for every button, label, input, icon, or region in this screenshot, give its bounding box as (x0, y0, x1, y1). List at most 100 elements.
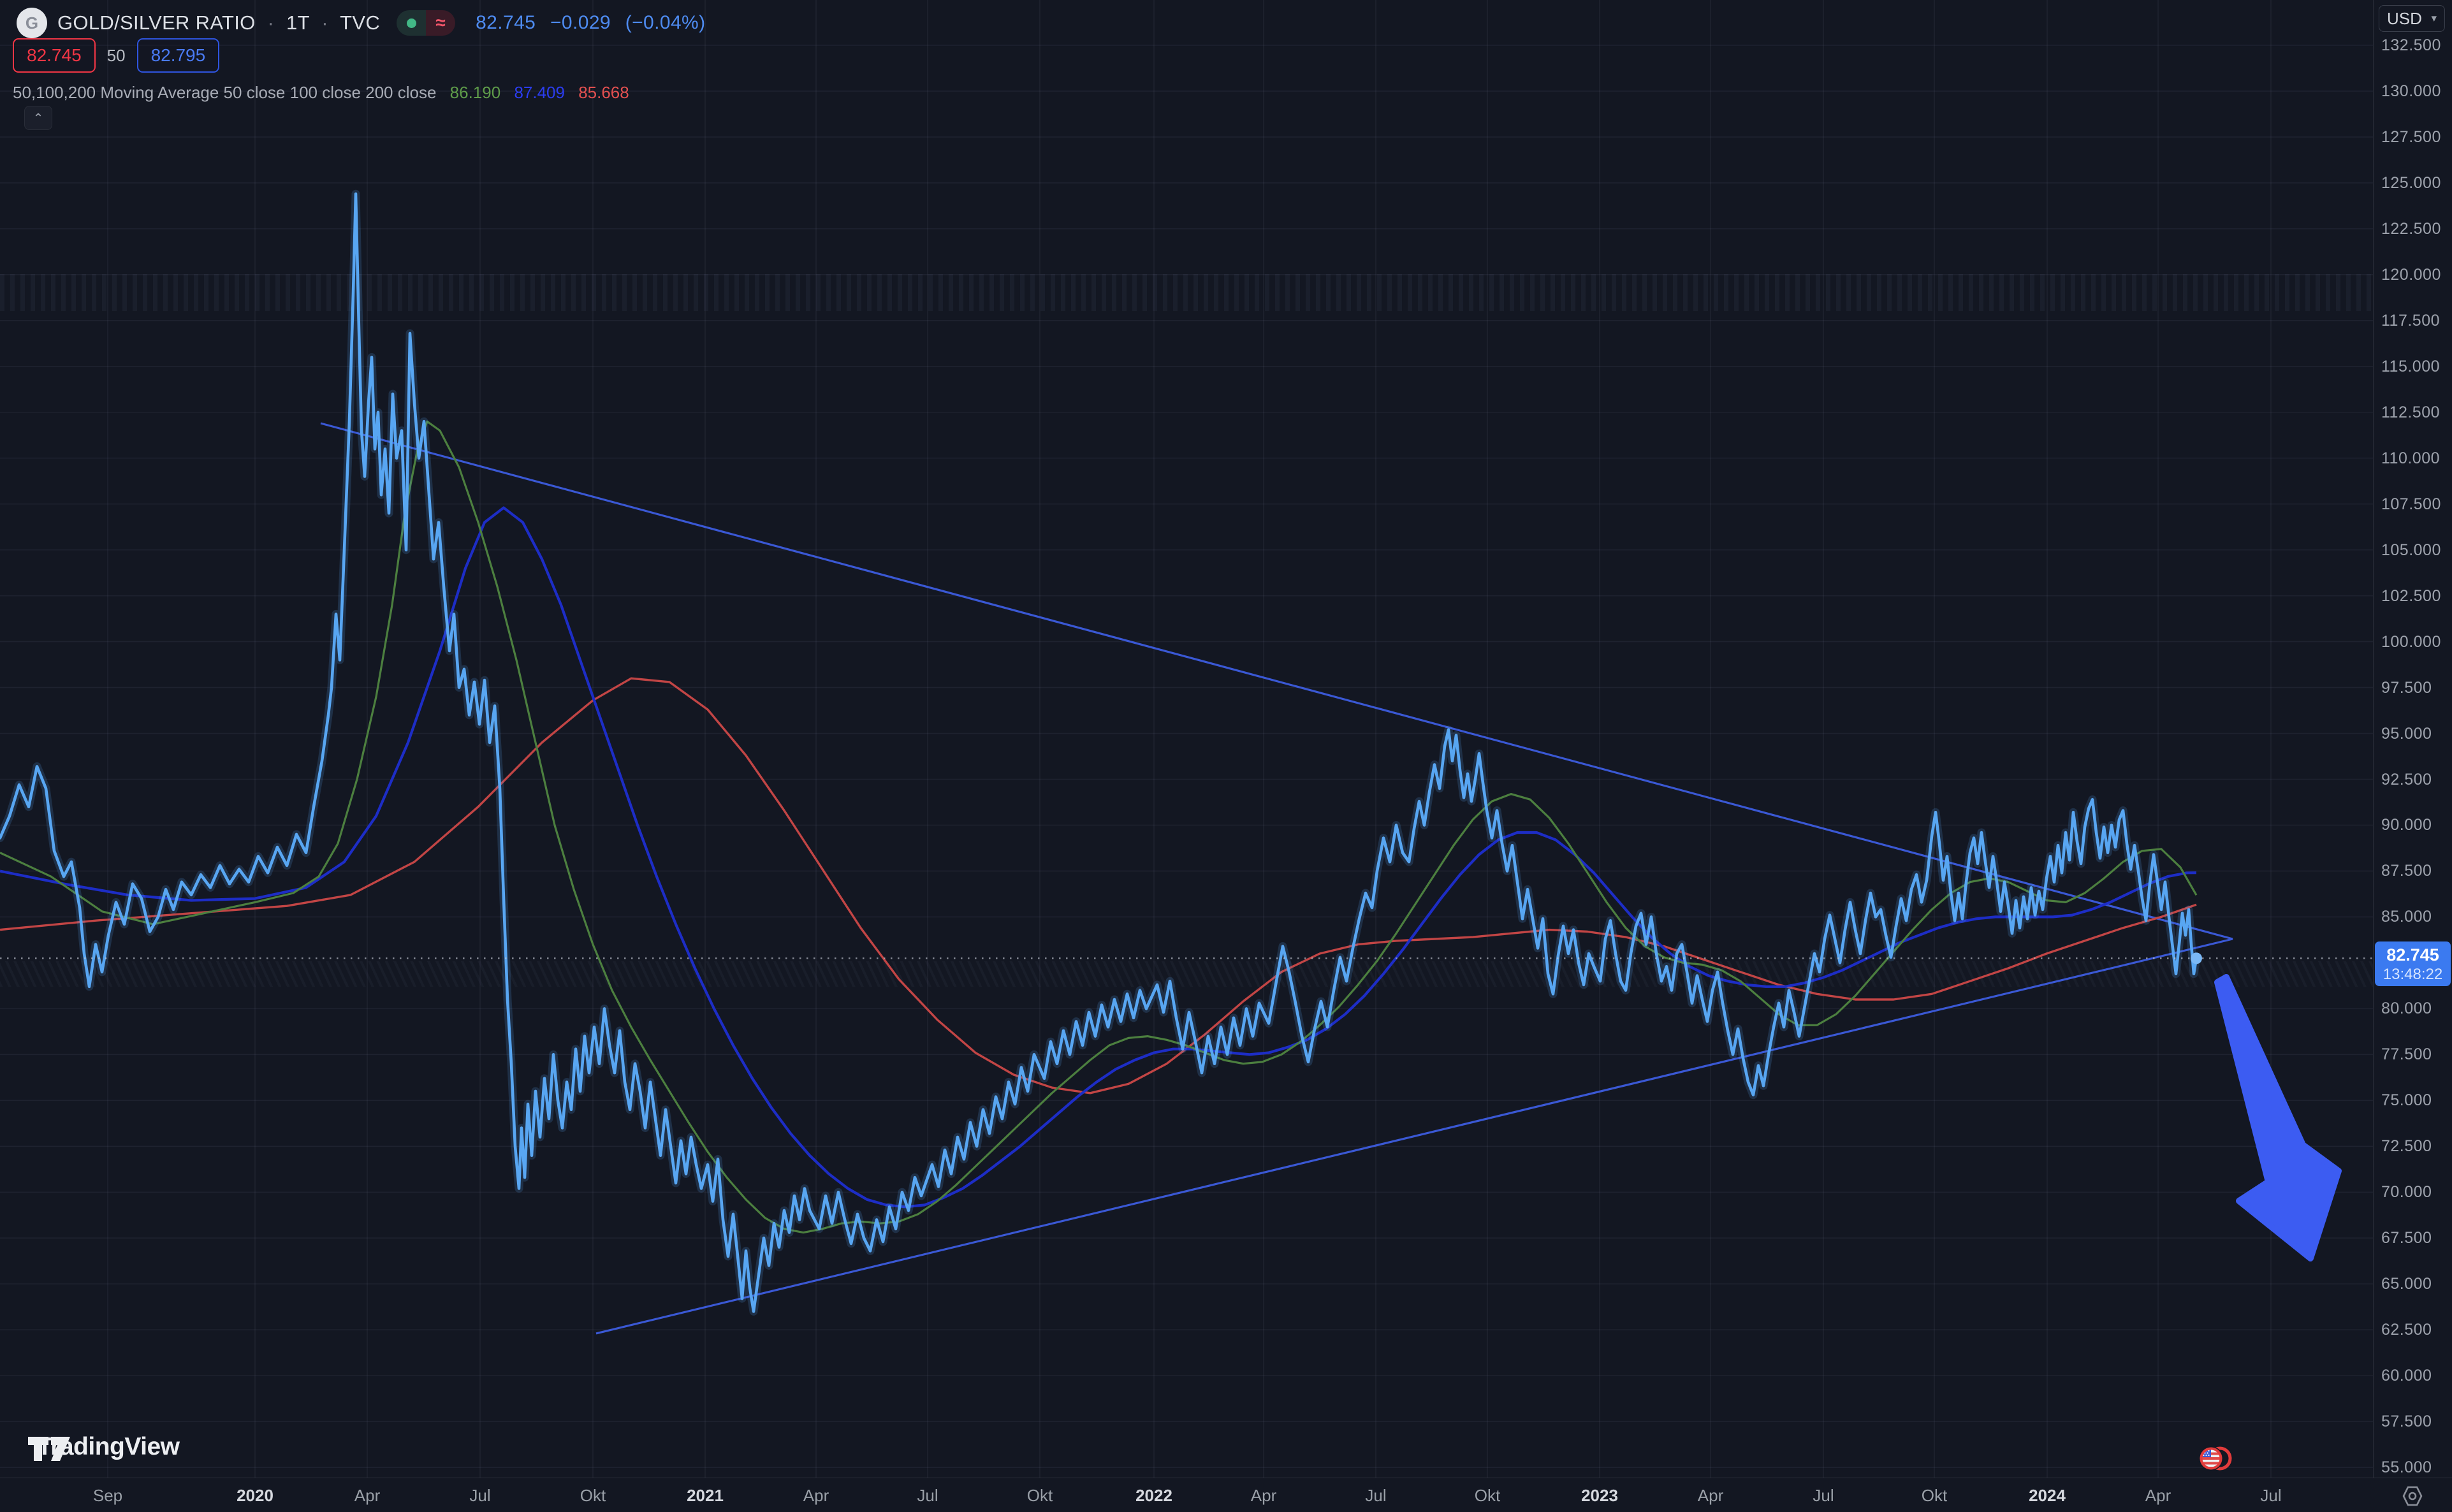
symbol-logo-avatar[interactable]: G (17, 8, 47, 38)
time-axis-month-label: Jul (1813, 1486, 1834, 1505)
chart-plot-area[interactable]: TradingView (0, 0, 2373, 1478)
ma200-value: 85.668 (578, 83, 629, 102)
time-axis-month-label: Apr (354, 1486, 381, 1505)
ma50-value: 86.190 (449, 83, 501, 102)
price-axis-label: 132.500 (2381, 36, 2441, 54)
ma-200-line[interactable] (0, 677, 2197, 1094)
price-axis-label: 80.000 (2381, 1000, 2432, 1018)
time-axis-month-label: Okt (1921, 1486, 1948, 1505)
market-open-icon[interactable] (397, 10, 427, 36)
price-axis-label: 130.000 (2381, 82, 2441, 100)
price-axis-label: 70.000 (2381, 1183, 2432, 1202)
time-axis-month-label: Apr (803, 1486, 829, 1505)
ma-50-line[interactable] (0, 420, 2198, 1234)
price-axis-label: 65.000 (2381, 1275, 2432, 1293)
price-axis-label: 100.000 (2381, 632, 2441, 651)
price-axis-label: 75.000 (2381, 1091, 2432, 1110)
price-axis-label: 120.000 (2381, 265, 2441, 284)
chevron-up-icon: ⌃ (33, 111, 44, 126)
price-axis-label: 107.500 (2381, 495, 2441, 513)
price-chart-canvas[interactable] (0, 0, 2373, 1478)
symbol-title[interactable]: GOLD/SILVER RATIO · 1T · TVC (57, 11, 380, 34)
last-price-value: 82.745 (476, 12, 536, 33)
buy-price-button[interactable]: 82.795 (136, 38, 220, 73)
price-axis-label: 67.500 (2381, 1229, 2432, 1247)
last-price-axis-label: 82.745 13:48:22 (2375, 941, 2451, 987)
time-axis-month-label: Apr (1697, 1486, 1724, 1505)
time-axis-month-label: Apr (1250, 1486, 1277, 1505)
separator-dot: · (321, 11, 328, 34)
price-axis-label: 87.500 (2381, 862, 2432, 880)
price-change-percent: (−0.04%) (625, 12, 706, 33)
symbol-name[interactable]: GOLD/SILVER RATIO (57, 11, 256, 34)
time-axis-year-label: 2024 (2029, 1486, 2066, 1505)
price-axis-label: 57.500 (2381, 1413, 2432, 1431)
sell-price-button[interactable]: 82.745 (13, 38, 96, 73)
price-axis-label: 125.000 (2381, 173, 2441, 192)
chevron-down-icon: ▾ (2431, 12, 2437, 24)
price-axis-label: 60.000 (2381, 1367, 2432, 1385)
bar-countdown: 13:48:22 (2383, 966, 2443, 984)
time-axis-month-label: Apr (2145, 1486, 2171, 1505)
indicator-legend-row[interactable]: 50,100,200 Moving Average 50 close 100 c… (13, 83, 629, 103)
price-axis-label: 85.000 (2381, 908, 2432, 926)
delayed-data-icon[interactable]: ≈ (426, 10, 456, 36)
price-axis-label: 110.000 (2381, 449, 2441, 467)
price-scale-axis[interactable]: USD ▾ 132.500 130.000 127.500 125.000 122.50… (2373, 0, 2452, 1478)
price-axis-label: 62.500 (2381, 1321, 2432, 1339)
time-axis-year-label: 2023 (1581, 1486, 1618, 1505)
time-axis-year-label: 2021 (687, 1486, 724, 1505)
indicator-label[interactable]: 50,100,200 Moving Average 50 close 100 c… (13, 83, 437, 102)
tradingview-logo[interactable]: TradingView (27, 1433, 180, 1461)
price-axis-label: 77.500 (2381, 1045, 2432, 1064)
bid-ask-row: 82.745 50 82.795 (13, 38, 220, 73)
time-axis-year-label: 2022 (1135, 1486, 1172, 1505)
down-arrow-annotation[interactable] (2214, 974, 2342, 1261)
price-axis-label: 72.500 (2381, 1137, 2432, 1156)
market-status-pill[interactable]: ≈ (397, 10, 456, 36)
price-axis-label: 127.500 (2381, 127, 2441, 146)
time-axis-month-label: Jul (1365, 1486, 1387, 1505)
time-axis-year-label: 2020 (237, 1486, 274, 1505)
collapse-legend-button[interactable]: ⌃ (24, 106, 52, 130)
price-line[interactable] (0, 192, 2198, 1313)
price-change: −0.029 (550, 12, 611, 33)
economic-event-flag-icon[interactable] (2194, 1441, 2238, 1476)
price-axis-label: 55.000 (2381, 1458, 2432, 1477)
timeframe-label[interactable]: 1T (286, 11, 310, 34)
price-axis-label: 122.500 (2381, 219, 2441, 238)
price-axis-label: 92.500 (2381, 770, 2432, 789)
ma100-value: 87.409 (514, 83, 565, 102)
price-axis-label: 117.500 (2381, 311, 2441, 330)
time-axis-month-label: Sep (92, 1486, 123, 1505)
currency-dropdown[interactable]: USD ▾ (2379, 5, 2445, 32)
price-axis-label: 115.000 (2381, 357, 2441, 375)
price-axis-label: 105.000 (2381, 541, 2441, 559)
time-axis-month-label: Jul (469, 1486, 491, 1505)
time-axis-month-label: Okt (580, 1486, 606, 1505)
price-axis-label: 95.000 (2381, 724, 2432, 743)
ma-100-line[interactable] (0, 506, 2197, 1209)
exchange-label: TVC (340, 11, 381, 34)
scale-settings-icon[interactable] (2398, 1482, 2426, 1510)
separator-dot: · (267, 11, 275, 34)
last-price-block: 82.745 −0.029 (−0.04%) (476, 12, 714, 34)
price-axis-label: 90.000 (2381, 816, 2432, 834)
time-axis-month-label: Jul (917, 1486, 938, 1505)
time-axis-month-label: Jul (2260, 1486, 2282, 1505)
tradingview-logo-icon (28, 1437, 70, 1461)
price-axis-label: 97.500 (2381, 678, 2432, 697)
time-axis-month-label: Okt (1026, 1486, 1053, 1505)
spread-value: 50 (106, 45, 126, 65)
time-axis-month-label: Okt (1474, 1486, 1501, 1505)
price-axis-label: 102.500 (2381, 586, 2441, 605)
symbol-title-row: G GOLD/SILVER RATIO · 1T · TVC ≈ 82.745 … (17, 8, 715, 38)
trendline-ascending-support[interactable] (595, 938, 2233, 1335)
price-axis-label: 112.500 (2381, 403, 2441, 421)
time-scale-axis[interactable]: Sep 2020 Apr Jul Okt 2021 Apr Jul Okt 2022 Apr Jul O… (0, 1478, 2452, 1512)
trendline-descending-resistance[interactable] (320, 422, 2233, 940)
currency-label: USD (2387, 8, 2422, 28)
last-price-text: 82.745 (2386, 945, 2439, 965)
last-price-point-marker (2191, 952, 2202, 964)
